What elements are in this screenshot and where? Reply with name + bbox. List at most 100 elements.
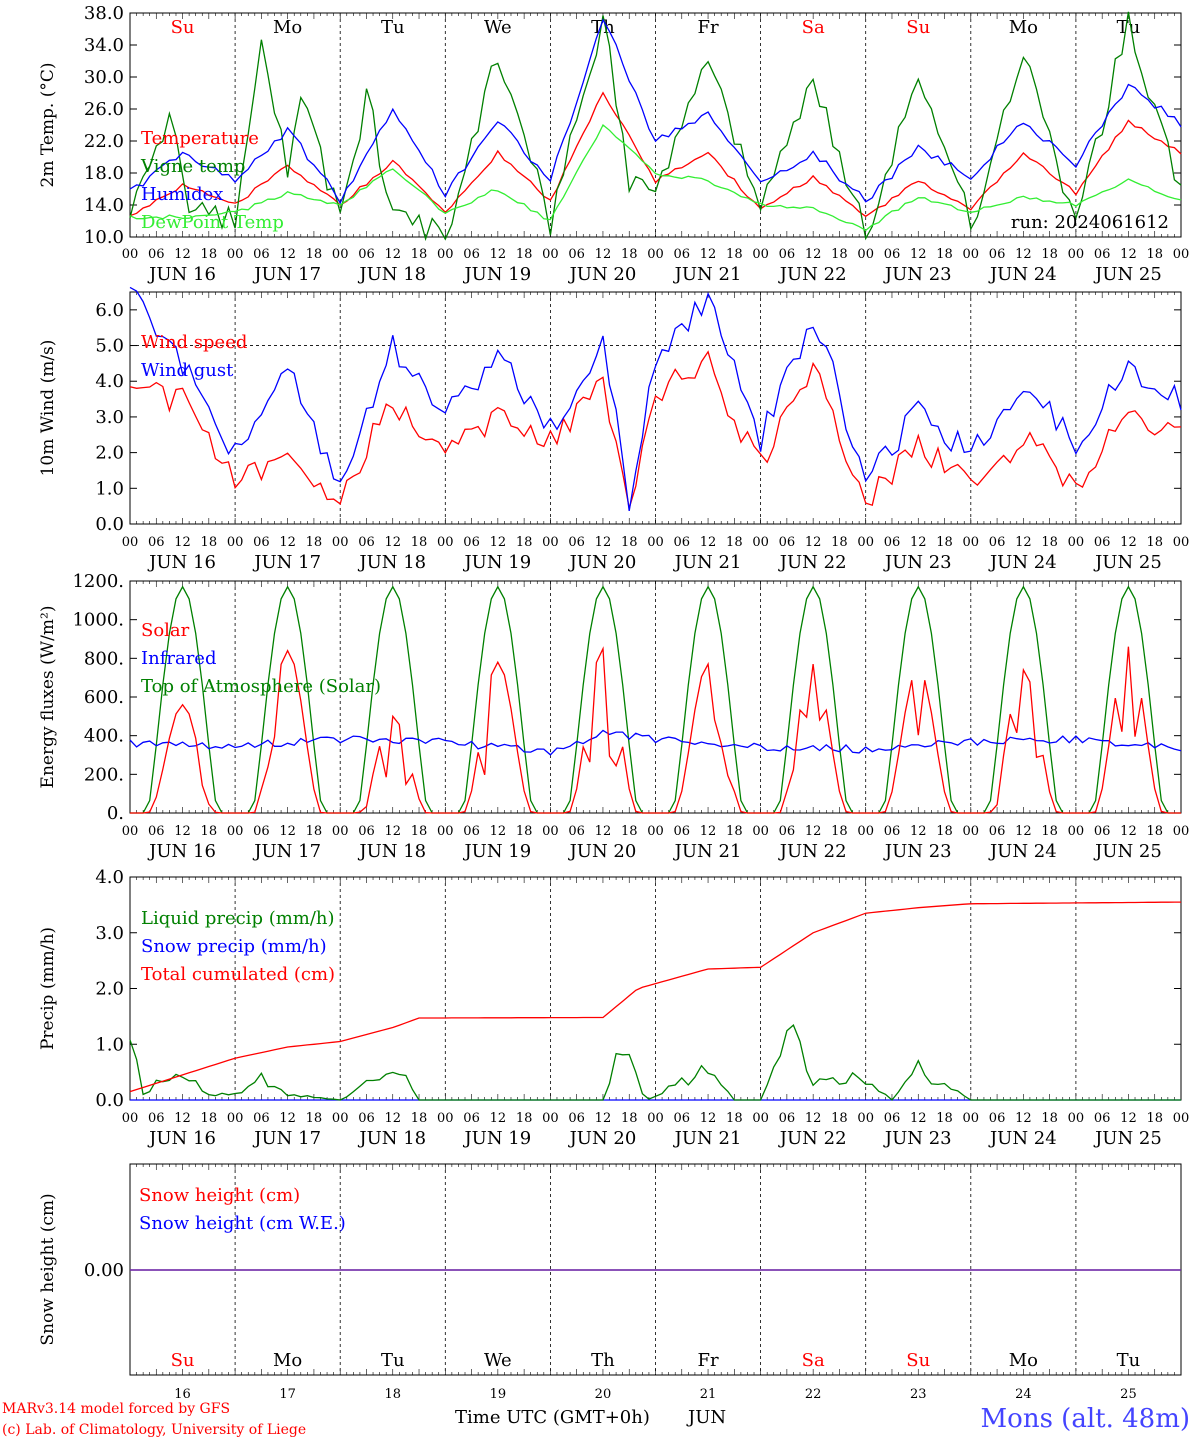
weekday-label: Su (906, 17, 930, 38)
hour-tick-label: 12 (490, 247, 507, 262)
panel-energy: 0. 200. 400. 600. 800. 1000. 1200. Energy fluxe… (38, 571, 1189, 862)
hour-tick-label: 12 (910, 1111, 927, 1126)
legend-entry: Snow precip (mm/h) (141, 936, 327, 957)
legend-entry: Wind gust (141, 360, 234, 381)
hour-tick-label: 00 (963, 1111, 980, 1126)
hour-tick-label: 12 (805, 824, 822, 839)
hour-tick-label: 00 (332, 1111, 349, 1126)
date-label: JUN 17 (252, 552, 321, 573)
hour-tick-label: 00 (857, 247, 874, 262)
y-tick-label: 600. (84, 687, 124, 708)
date-label: JUN 24 (988, 841, 1057, 862)
hour-tick-label: 06 (779, 1111, 796, 1126)
hour-tick-label: 18 (1146, 1111, 1163, 1126)
hour-tick-label: 18 (306, 247, 323, 262)
hour-tick-label: 12 (174, 824, 191, 839)
y-tick-label: 3.0 (95, 923, 124, 944)
hour-tick-label: 06 (989, 247, 1006, 262)
y-tick-label: 2.0 (95, 979, 124, 1000)
hour-tick-label: 06 (253, 247, 270, 262)
hour-tick-label: 06 (884, 1111, 901, 1126)
weekday-label: Tu (1117, 17, 1141, 38)
legend-entry: Humidex (141, 184, 223, 205)
hour-tick-label: 12 (174, 535, 191, 550)
run-label: run: 2024061612 (1011, 212, 1169, 233)
hour-tick-label: 06 (1094, 824, 1111, 839)
date-label: JUN 17 (252, 841, 321, 862)
date-label: JUN 21 (673, 552, 742, 573)
hour-tick-label: 00 (227, 824, 244, 839)
y-tick-label: 0.0 (95, 514, 124, 535)
hour-tick-label: 12 (700, 1111, 717, 1126)
hour-tick-label: 12 (174, 247, 191, 262)
hour-tick-label: 00 (647, 824, 664, 839)
hour-tick-label: 06 (358, 1111, 375, 1126)
hour-tick-label: 18 (1146, 824, 1163, 839)
weekday-label: Sa (802, 17, 825, 38)
legend-entry: Solar (141, 620, 190, 641)
y-axis-title: Energy fluxes (W/m²) (38, 606, 58, 789)
hour-tick-label: 00 (647, 535, 664, 550)
hour-tick-label: 00 (542, 247, 559, 262)
date-label: JUN 16 (147, 841, 216, 862)
date-label: JUN 22 (778, 552, 847, 573)
day-number-label: 23 (910, 1387, 927, 1402)
hour-tick-label: 00 (1173, 824, 1190, 839)
hour-tick-label: 12 (805, 1111, 822, 1126)
hour-tick-label: 12 (279, 535, 296, 550)
y-tick-label: 4.0 (95, 867, 124, 888)
legend-entry: DewPoint Temp (141, 212, 284, 233)
hour-tick-label: 12 (1015, 1111, 1032, 1126)
date-label: JUN 21 (673, 264, 742, 285)
hour-tick-label: 00 (857, 1111, 874, 1126)
hour-tick-label: 12 (384, 247, 401, 262)
panel-precip: 0.0 1.0 2.0 3.0 4.0 Precip (mm/h) Liquid preci… (38, 867, 1189, 1149)
weekday-label: We (484, 1350, 512, 1371)
hour-tick-label: 00 (647, 247, 664, 262)
hour-tick-label: 12 (174, 1111, 191, 1126)
panel-wind: 0.0 1.0 2.0 3.0 4.0 5.0 6.0 10m Wind (m/s) Wind … (38, 286, 1189, 573)
y-tick-label: 1.0 (95, 1034, 124, 1055)
y-tick-label: 0. (107, 803, 124, 824)
hour-tick-label: 18 (1041, 535, 1058, 550)
weekday-label: Mo (1009, 17, 1038, 38)
weekday-label: Mo (1009, 1350, 1038, 1371)
hour-tick-label: 06 (674, 1111, 691, 1126)
hour-tick-label: 00 (122, 824, 139, 839)
hour-tick-label: 06 (148, 1111, 165, 1126)
date-label: JUN 16 (147, 264, 216, 285)
weekday-label: Th (591, 1350, 615, 1371)
hour-tick-label: 18 (516, 535, 533, 550)
hour-tick-label: 18 (726, 1111, 743, 1126)
hour-tick-label: 18 (306, 824, 323, 839)
line-series (129, 286, 1182, 512)
hour-tick-label: 06 (1094, 535, 1111, 550)
hour-tick-label: 12 (700, 824, 717, 839)
hour-tick-label: 18 (726, 247, 743, 262)
date-label: JUN 25 (1093, 552, 1162, 573)
legend-entry: Total cumulated (cm) (141, 964, 335, 985)
y-tick-label: 2.0 (95, 443, 124, 464)
date-label: JUN 20 (568, 1128, 637, 1149)
date-label: JUN 20 (568, 264, 637, 285)
weekday-label: Fr (698, 17, 719, 38)
y-tick-label: 0.00 (84, 1260, 124, 1281)
date-label: JUN 21 (673, 841, 742, 862)
hour-tick-label: 12 (279, 247, 296, 262)
hour-tick-label: 06 (253, 535, 270, 550)
hour-tick-label: 00 (122, 247, 139, 262)
hour-tick-label: 18 (936, 824, 953, 839)
date-label: JUN 21 (673, 1128, 742, 1149)
hour-tick-label: 18 (201, 535, 218, 550)
hour-tick-label: 00 (857, 824, 874, 839)
hour-tick-label: 00 (542, 1111, 559, 1126)
hour-tick-label: 18 (201, 824, 218, 839)
hour-tick-label: 12 (910, 824, 927, 839)
hour-tick-label: 00 (437, 247, 454, 262)
hour-tick-label: 12 (595, 535, 612, 550)
weekday-label: Sa (802, 1350, 825, 1371)
line-series (129, 18, 1182, 205)
hour-tick-label: 18 (1041, 1111, 1058, 1126)
weekday-label: We (484, 17, 512, 38)
hour-tick-label: 06 (779, 535, 796, 550)
